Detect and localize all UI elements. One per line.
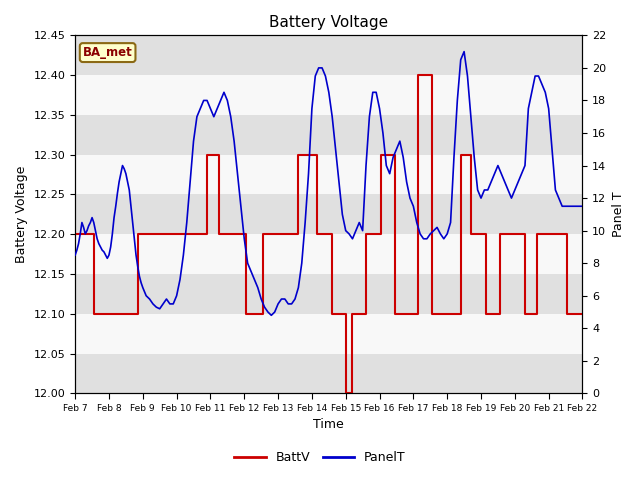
X-axis label: Time: Time [314, 419, 344, 432]
Title: Battery Voltage: Battery Voltage [269, 15, 388, 30]
Bar [75, 234, 582, 274]
Legend: BattV, PanelT: BattV, PanelT [229, 446, 411, 469]
Bar [75, 155, 582, 194]
Bar [75, 354, 582, 394]
Bar [75, 115, 582, 155]
Bar [75, 36, 582, 75]
Bar [75, 75, 582, 115]
Y-axis label: Battery Voltage: Battery Voltage [15, 166, 28, 263]
Bar [75, 194, 582, 234]
Bar [75, 314, 582, 354]
Bar [75, 274, 582, 314]
Text: BA_met: BA_met [83, 46, 132, 59]
Y-axis label: Panel T: Panel T [612, 192, 625, 237]
